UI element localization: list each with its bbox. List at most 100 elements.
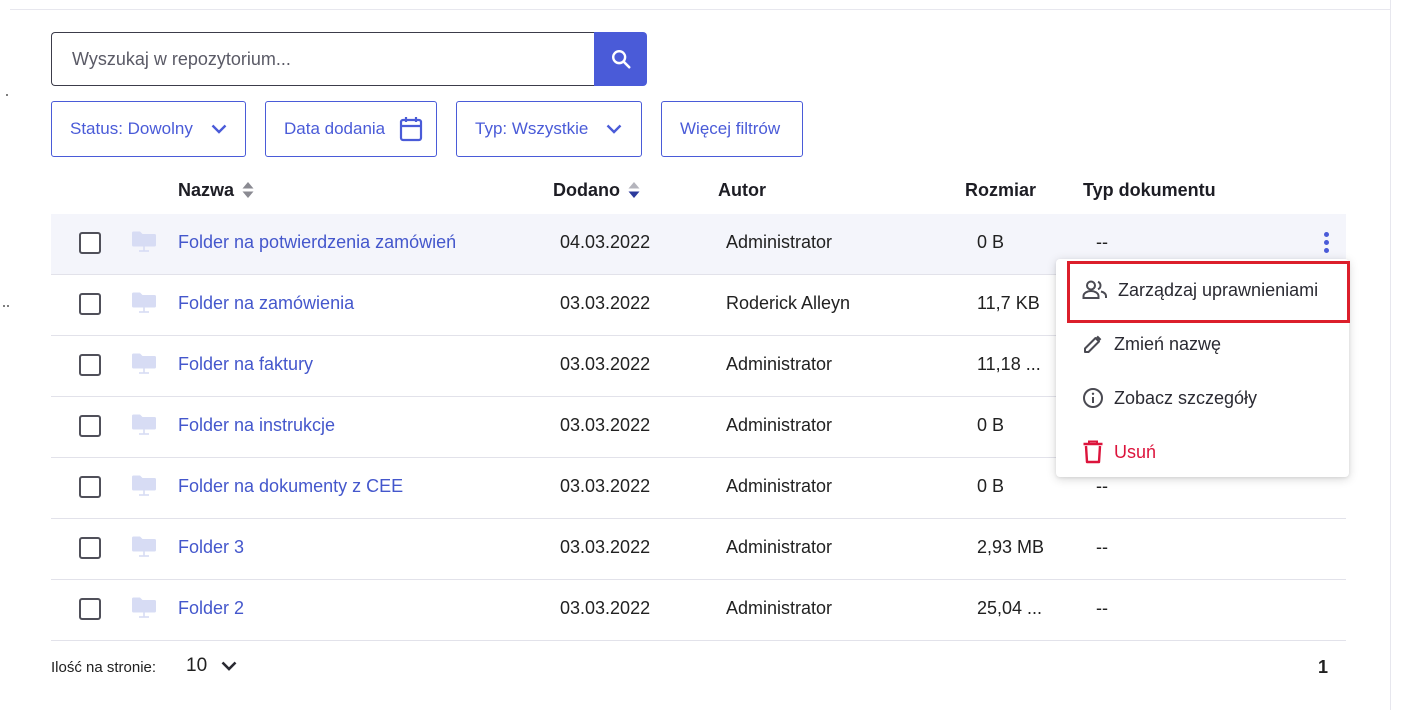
column-header-added-label: Dodano [553,179,620,200]
column-header-size-label: Rozmiar [965,179,1037,200]
author-name: Administrator [726,354,833,374]
folder-name-link[interactable]: Folder 2 [178,598,245,618]
row-checkbox[interactable] [79,354,101,376]
file-size: 0 B [977,476,1005,496]
right-divider [1390,0,1391,710]
row-checkbox[interactable] [79,537,101,559]
column-header-author-label: Autor [718,179,766,200]
file-size: 25,04 ... [977,598,1043,618]
menu-item-rename[interactable]: Zmień nazwę [1056,321,1349,367]
shared-folder-icon [131,352,157,381]
type-filter-label: Typ: Wszystkie [475,119,589,138]
info-icon [1083,388,1103,408]
search-input[interactable] [72,33,572,85]
row-checkbox[interactable] [79,232,101,254]
per-page-select[interactable]: 10 [186,655,237,677]
per-page-label: Ilość na stronie: [51,659,157,676]
row-checkbox[interactable] [79,598,101,620]
document-type: -- [1096,537,1108,557]
author-name: Administrator [726,476,833,496]
sort-icon[interactable] [242,181,254,199]
menu-item-label: Zobacz szczegóły [1114,387,1258,408]
file-size: 11,7 KB [977,293,1040,313]
more-options-icon[interactable] [1322,232,1330,256]
author-name: Administrator [726,537,833,557]
status-filter-label: Status: Dowolny [70,119,193,138]
page-number[interactable]: 1 [1318,657,1329,677]
chevron-down-icon [221,661,237,671]
more-filters-label: Więcej filtrów [680,119,781,138]
shared-folder-icon [131,230,157,259]
shared-folder-icon [131,474,157,503]
search-icon [611,50,631,69]
column-header-added[interactable]: Dodano [553,178,640,202]
row-context-menu: Zarządzaj uprawnieniami Zmień nazwę Zoba… [1056,259,1349,477]
more-filters-button[interactable]: Więcej filtrów [661,101,803,157]
column-header-doctype: Typ dokumentu [1083,178,1216,202]
row-checkbox[interactable] [79,476,101,498]
row-checkbox[interactable] [79,415,101,437]
column-header-doctype-label: Typ dokumentu [1083,179,1216,200]
table-row[interactable]: Folder 2 03.03.2022 Administrator 25,04 ...… [51,580,1346,641]
menu-item-label: Usuń [1114,441,1157,462]
column-header-size: Rozmiar [965,178,1036,202]
status-filter[interactable]: Status: Dowolny [51,101,246,157]
sort-desc-icon[interactable] [628,181,640,199]
shared-folder-icon [131,413,157,442]
search-button[interactable] [594,32,647,86]
table-row[interactable]: Folder 3 03.03.2022 Administrator 2,93 MB -- [51,519,1346,580]
author-name: Roderick Alleyn [726,293,851,313]
column-header-name-label: Nazwa [178,179,235,200]
added-date: 03.03.2022 [560,293,651,313]
edge-dot [3,305,5,307]
trash-icon [1083,440,1103,464]
menu-item-delete[interactable]: Usuń [1056,429,1349,475]
date-added-filter-label: Data dodania [284,119,386,138]
shared-folder-icon [131,291,157,320]
added-date: 04.03.2022 [560,232,651,252]
table-row[interactable]: Folder na instrukcje 03.03.2022 Administra… [51,397,1346,458]
document-type: -- [1096,476,1108,496]
row-checkbox[interactable] [79,293,101,315]
people-icon [1082,280,1107,299]
per-page-value: 10 [186,655,208,676]
document-type: -- [1096,598,1108,618]
menu-item-details[interactable]: Zobacz szczegóły [1056,375,1349,421]
calendar-icon [400,117,423,142]
search-box [51,32,594,86]
folder-name-link[interactable]: Folder na dokumenty z CEE [178,476,404,496]
added-date: 03.03.2022 [560,537,651,557]
added-date: 03.03.2022 [560,415,651,435]
folder-name-link[interactable]: Folder na zamówienia [178,293,355,313]
type-filter[interactable]: Typ: Wszystkie [456,101,642,157]
file-size: 0 B [977,232,1005,252]
folder-name-link[interactable]: Folder na potwierdzenia zamówień [178,232,457,252]
added-date: 03.03.2022 [560,476,651,496]
column-header-name[interactable]: Nazwa [178,178,254,202]
folder-name-link[interactable]: Folder na faktury [178,354,314,374]
author-name: Administrator [726,415,833,435]
chevron-down-icon [607,124,622,134]
file-size: 11,18 ... [977,354,1041,374]
table-row[interactable]: Folder na dokumenty z CEE 03.03.2022 Admin… [51,458,1346,519]
added-date: 03.03.2022 [560,354,651,374]
shared-folder-icon [131,596,157,625]
table-row[interactable]: Folder na zamówienia 03.03.2022 Roderick A… [51,275,1346,336]
table-row[interactable]: Folder na potwierdzenia zamówień 04.03.20… [51,214,1346,275]
folder-name-link[interactable]: Folder 3 [178,537,245,557]
document-type: -- [1096,232,1108,252]
menu-item-label: Zarządzaj uprawnieniami [1118,279,1319,300]
added-date: 03.03.2022 [560,598,651,618]
edge-dot [7,305,9,307]
file-size: 2,93 MB [977,537,1045,557]
menu-item-manage-permissions[interactable]: Zarządzaj uprawnieniami [1056,267,1349,313]
file-size: 0 B [977,415,1005,435]
shared-folder-icon [131,535,157,564]
author-name: Administrator [726,232,833,252]
column-header-author: Autor [718,178,766,202]
folder-name-link[interactable]: Folder na instrukcje [178,415,336,435]
table-row[interactable]: Folder na faktury 03.03.2022 Administrator… [51,336,1346,397]
edge-dot [6,94,8,96]
date-added-filter[interactable]: Data dodania [265,101,437,157]
menu-item-label: Zmień nazwę [1114,333,1222,354]
